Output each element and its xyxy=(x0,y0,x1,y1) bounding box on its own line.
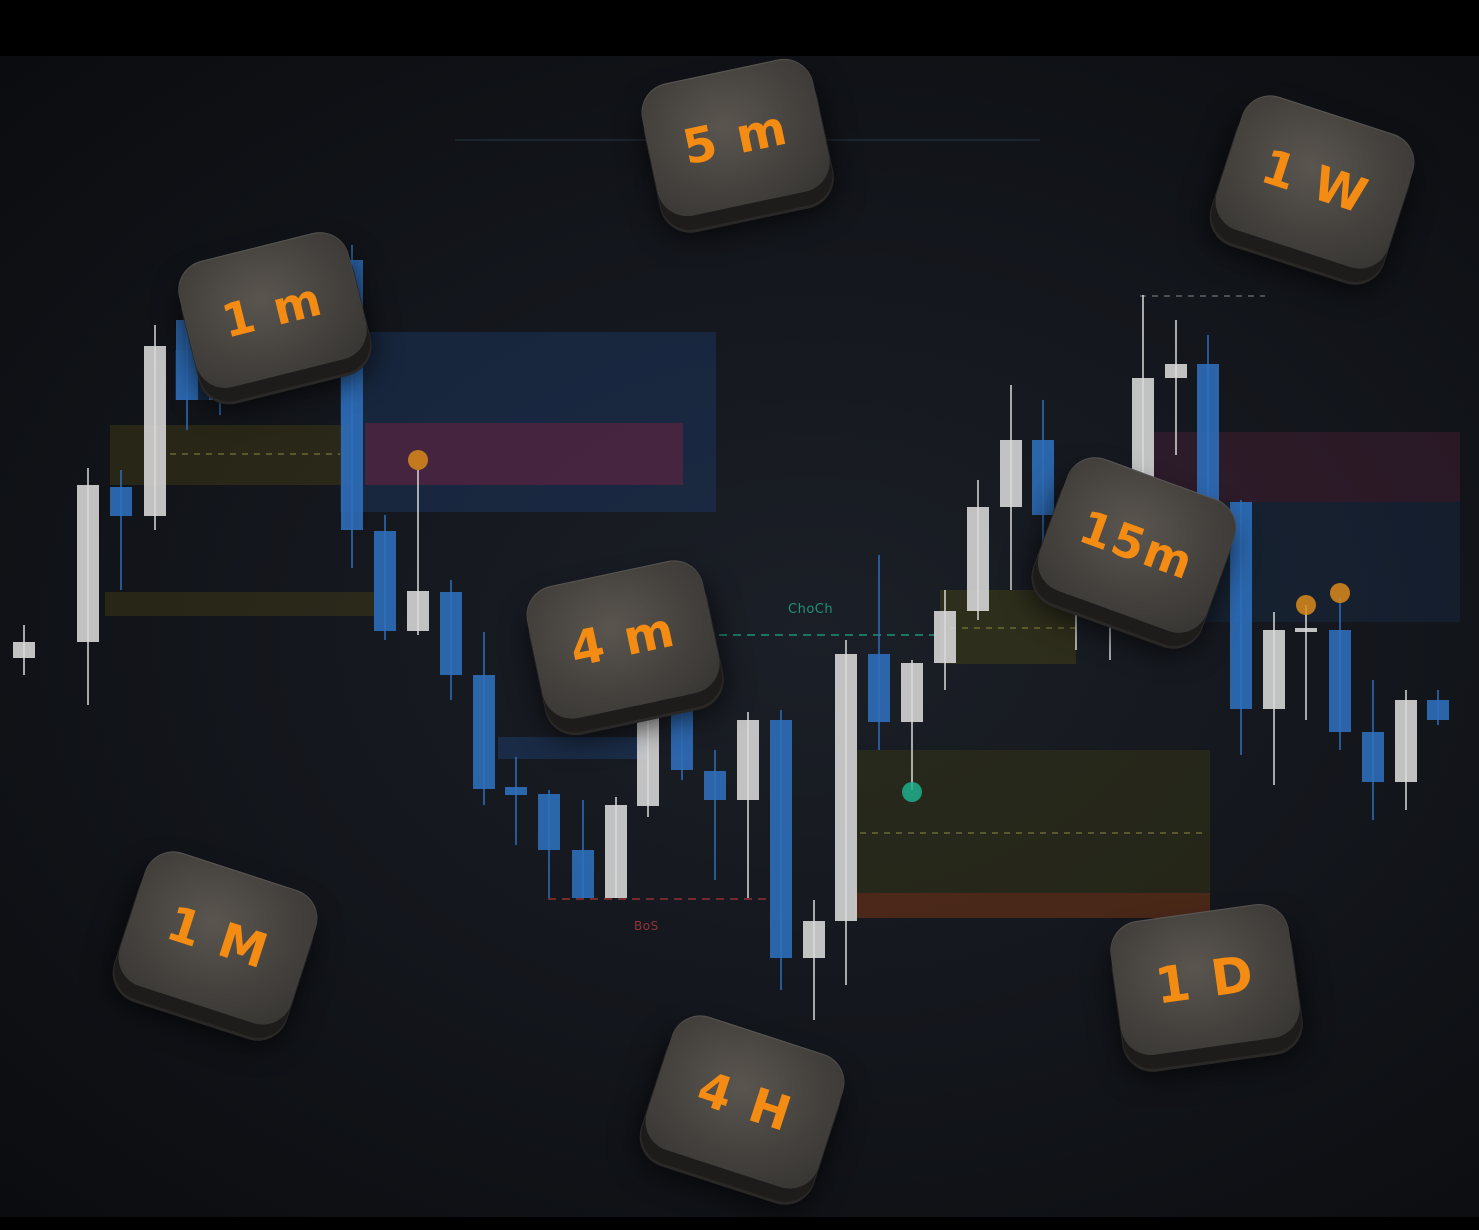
candle-body xyxy=(572,850,594,898)
key-label: 1 D xyxy=(1151,943,1259,1016)
candle-body xyxy=(605,805,627,898)
candle-body xyxy=(868,654,890,722)
candle-body xyxy=(1362,732,1384,782)
signal-marker xyxy=(1296,595,1316,615)
signal-marker xyxy=(408,450,428,470)
chart-zone xyxy=(855,893,1210,918)
candle-body xyxy=(1165,364,1187,378)
chart-zone xyxy=(105,592,375,616)
candle-body xyxy=(1032,440,1054,515)
candle-body xyxy=(505,787,527,795)
top-letterbox xyxy=(0,0,1479,56)
signal-marker xyxy=(1330,583,1350,603)
chart-zone xyxy=(498,737,648,759)
bos-label: BoS xyxy=(634,919,659,933)
candle-body xyxy=(737,720,759,800)
candle-body xyxy=(538,794,560,850)
bottom-letterbox xyxy=(0,1217,1479,1230)
candle-body xyxy=(110,487,132,516)
candle-body xyxy=(440,592,462,675)
candle-body xyxy=(473,675,495,789)
key-label: 4 H xyxy=(690,1060,800,1144)
candle-body xyxy=(1230,502,1252,709)
candle-body xyxy=(1197,364,1219,502)
candle-body xyxy=(13,642,35,658)
candle-body xyxy=(637,700,659,806)
candle-body xyxy=(1132,378,1154,500)
candle-body xyxy=(1329,630,1351,732)
candle-body xyxy=(934,611,956,663)
candle-layer xyxy=(13,245,1449,1020)
chart-zone xyxy=(855,750,1210,918)
marker-layer xyxy=(408,450,1350,802)
candle-body xyxy=(1395,700,1417,782)
candle-body xyxy=(1295,628,1317,632)
timeframe-key-1d[interactable]: 1 D xyxy=(1106,900,1304,1059)
candle-body xyxy=(671,685,693,770)
key-label: 15m xyxy=(1072,499,1202,591)
key-label: 1 M xyxy=(159,895,277,981)
choch-label: ChoCh xyxy=(788,602,834,617)
candle-body xyxy=(1427,700,1449,720)
candle-body xyxy=(1263,630,1285,709)
candle-body xyxy=(144,346,166,516)
signal-marker xyxy=(902,782,922,802)
key-label: 1 W xyxy=(1254,138,1376,226)
candle-body xyxy=(77,485,99,642)
chart-zone xyxy=(940,590,1076,664)
candle-body xyxy=(835,654,857,921)
candle-body xyxy=(770,720,792,958)
key-label: 4 m xyxy=(565,601,681,678)
candle-body xyxy=(901,663,923,722)
candle-body xyxy=(1000,440,1022,507)
key-label: 1 m xyxy=(216,271,329,349)
candle-body xyxy=(407,591,429,631)
key-label: 5 m xyxy=(677,99,794,176)
candle-body xyxy=(704,771,726,800)
candle-body xyxy=(374,531,396,631)
candle-body xyxy=(803,921,825,958)
candle-body xyxy=(967,507,989,611)
